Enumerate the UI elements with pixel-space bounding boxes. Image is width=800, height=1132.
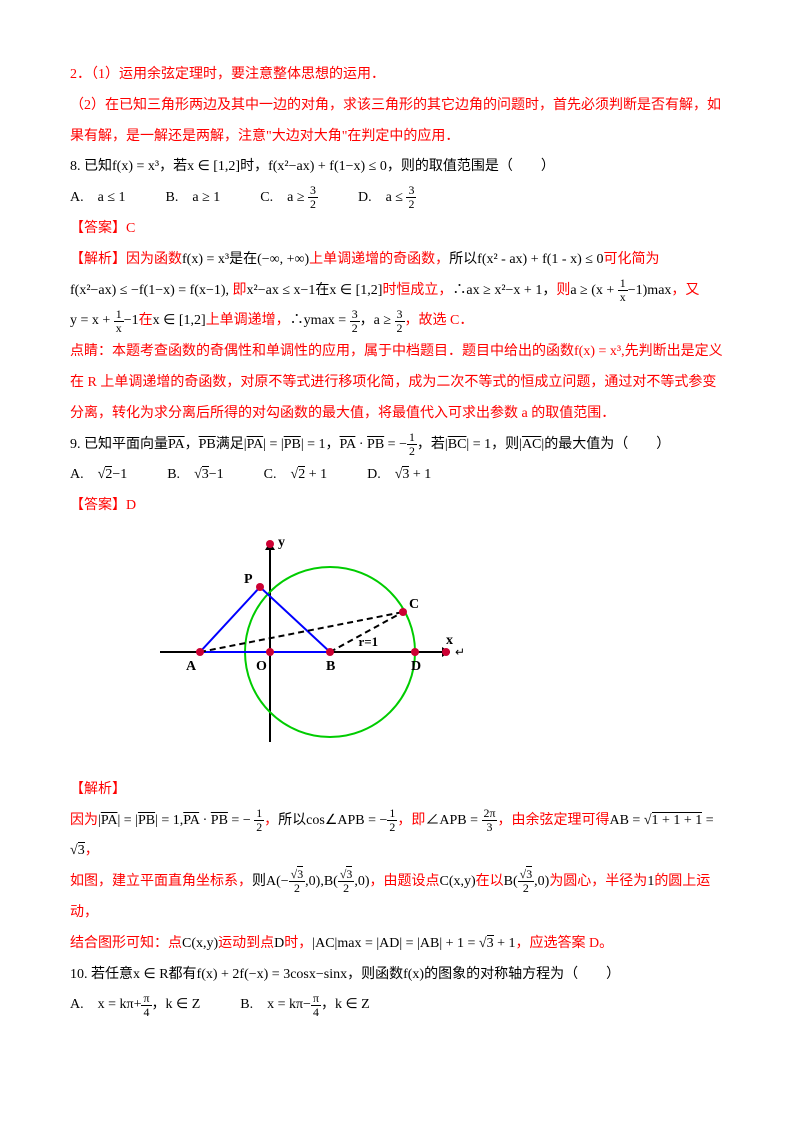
svg-text:y: y bbox=[278, 535, 285, 550]
q9-explain-label: 【解析】 bbox=[70, 775, 730, 806]
svg-text:O: O bbox=[256, 659, 267, 674]
q9-explain-2: 如图，建立平面直角坐标系，则A(−√32,0),B(√32,0)，由题设点C(x… bbox=[70, 867, 730, 929]
q8-stem: 8. 已知f(x) = x³，若x ∈ [1,2]时，f(x²−ax) + f(… bbox=[70, 152, 730, 183]
q8-opt-a: A. a ≤ 1 bbox=[70, 183, 126, 214]
svg-text:D: D bbox=[411, 659, 421, 674]
q8-explain-2: f(x²−ax) ≤ −f(1−x) = f(x−1), 即x²−ax ≤ x−… bbox=[70, 276, 730, 307]
note-2-1: 2．（1）运用余弦定理时，要注意整体思想的运用． bbox=[70, 60, 730, 91]
q9-opt-c: C. √2 + 1 bbox=[264, 460, 327, 491]
q8-comment: 点睛：本题考查函数的奇偶性和单调性的应用，属于中档题目．题目中给出的函数f(x)… bbox=[70, 337, 730, 429]
svg-text:C: C bbox=[409, 597, 419, 612]
q9-explain-3: 结合图形可知：点C(x,y)运动到点D时，|AC|max = |AD| = |A… bbox=[70, 929, 730, 960]
q9-diagram: y x↵ r=1 A B O P C D bbox=[150, 532, 730, 765]
svg-text:A: A bbox=[186, 659, 197, 674]
q8-answer: 【答案】C bbox=[70, 214, 730, 245]
q9-answer: 【答案】D bbox=[70, 491, 730, 522]
note-2-2: （2）在已知三角形两边及其中一边的对角，求该三角形的其它边角的问题时，首先必须判… bbox=[70, 91, 730, 153]
svg-text:↵: ↵ bbox=[455, 645, 465, 659]
q10-stem: 10. 若任意x ∈ R都有f(x) + 2f(−x) = 3cosx−sinx… bbox=[70, 960, 730, 991]
q9-opt-d: D. √3 + 1 bbox=[367, 460, 431, 491]
q10-opt-b: B. x = kπ−π4，k ∈ Z bbox=[240, 990, 369, 1021]
q9-explain-1: 因为|PA| = |PB| = 1,PA · PB = − 12，所以cos∠A… bbox=[70, 806, 730, 868]
q9-options: A. √2−1 B. √3−1 C. √2 + 1 D. √3 + 1 bbox=[70, 460, 730, 491]
svg-text:x: x bbox=[446, 633, 453, 648]
svg-text:r=1: r=1 bbox=[359, 634, 379, 649]
q8-opt-b: B. a ≥ 1 bbox=[166, 183, 221, 214]
q8-opt-d: D. a ≤ 32 bbox=[358, 183, 416, 214]
q10-opt-a: A. x = kπ+π4，k ∈ Z bbox=[70, 990, 200, 1021]
q8-options: A. a ≤ 1 B. a ≥ 1 C. a ≥ 32 D. a ≤ 32 bbox=[70, 183, 730, 214]
q8-explain-1: 【解析】因为函数f(x) = x³是在(−∞, +∞)上单调递增的奇函数，所以f… bbox=[70, 245, 730, 276]
q9-opt-b: B. √3−1 bbox=[167, 460, 223, 491]
svg-text:P: P bbox=[244, 572, 253, 587]
svg-text:B: B bbox=[326, 659, 335, 674]
q9-opt-a: A. √2−1 bbox=[70, 460, 127, 491]
q9-stem: 9. 已知平面向量PA，PB满足|PA| = |PB| = 1，PA · PB … bbox=[70, 430, 730, 461]
q8-opt-c: C. a ≥ 32 bbox=[260, 183, 318, 214]
q8-explain-3: y = x + 1x−1在x ∈ [1,2]上单调递增，∴ymax = 32，a… bbox=[70, 306, 730, 337]
q10-options: A. x = kπ+π4，k ∈ Z B. x = kπ−π4，k ∈ Z bbox=[70, 990, 730, 1021]
